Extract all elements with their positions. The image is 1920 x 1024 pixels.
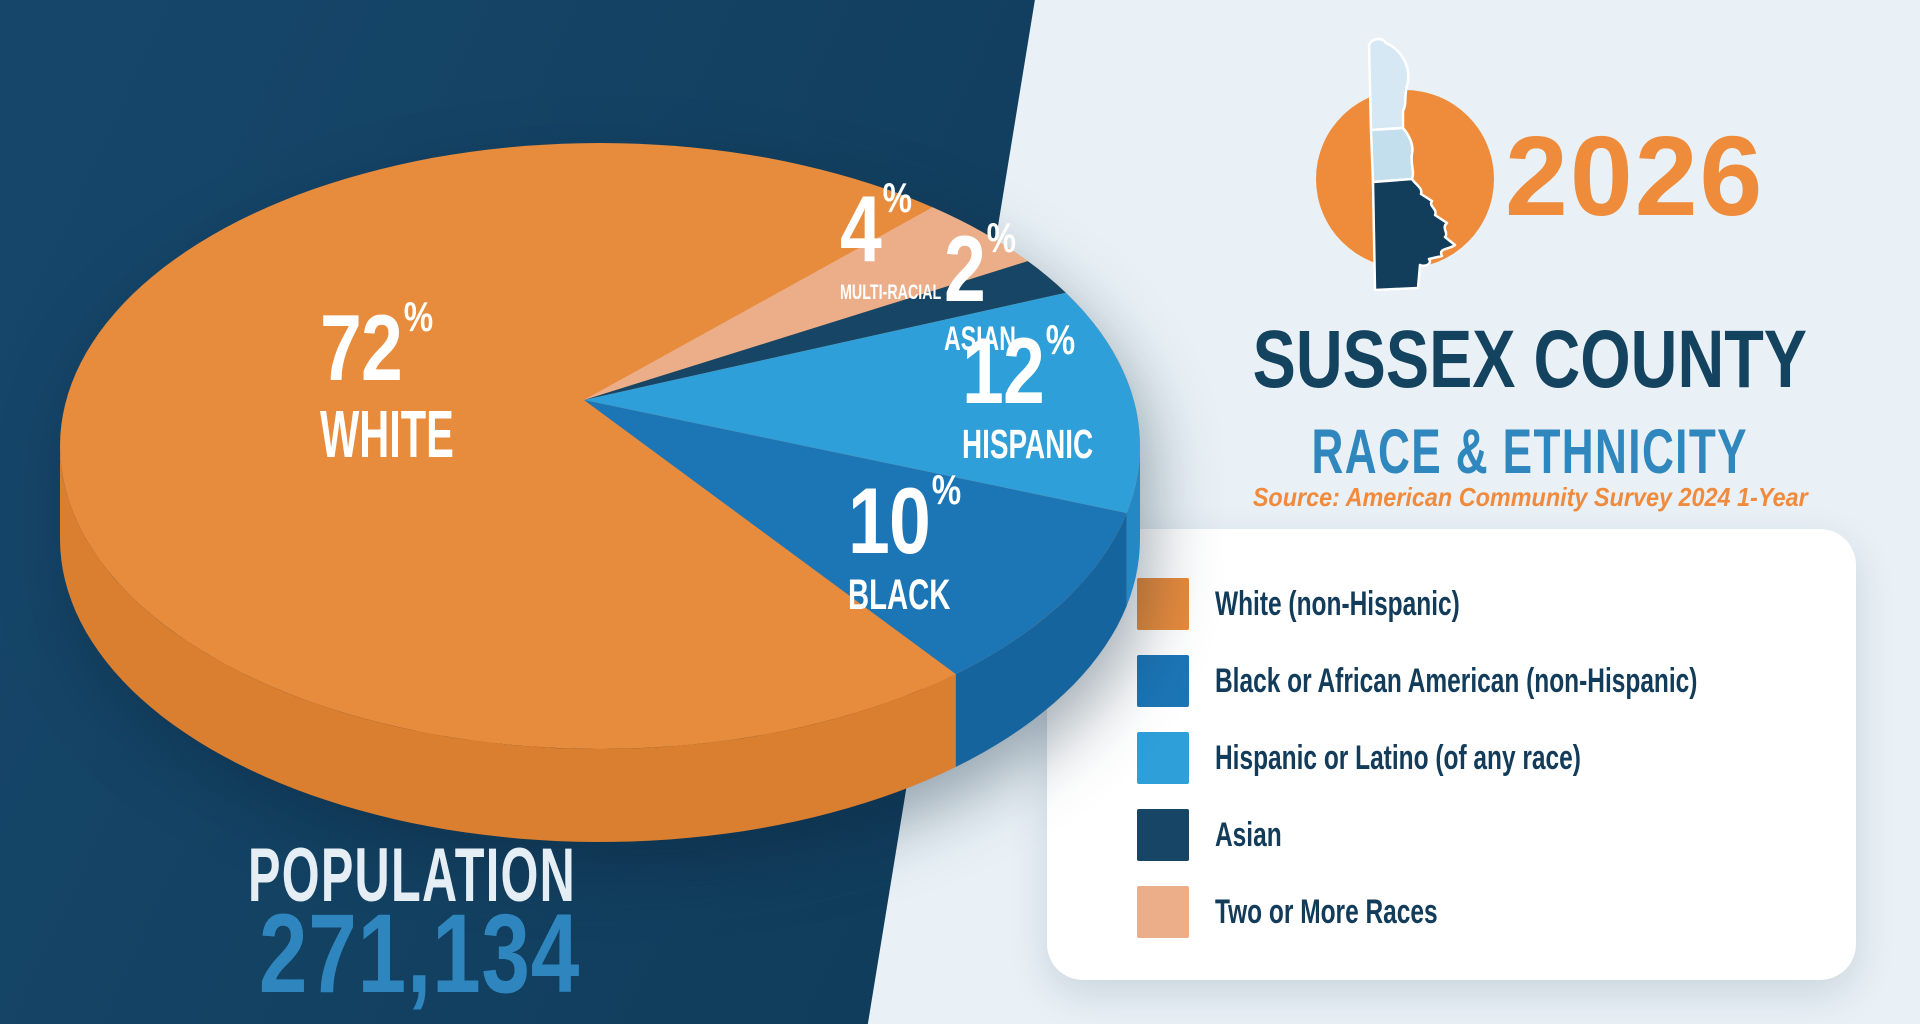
percent-sign: % [882, 175, 913, 222]
legend-card: White (non-Hispanic) Black or African Am… [1047, 529, 1856, 980]
page-title: SUSSEX COUNTY [1252, 314, 1808, 405]
population-label: POPULATION [248, 833, 577, 918]
pie-value-hispanic: 12 [962, 318, 1045, 423]
percent-sign: % [986, 215, 1017, 262]
percent-sign: % [931, 467, 962, 514]
pie-value-asian: 2 [944, 216, 986, 321]
pie-label-white: 72% WHITE [320, 295, 536, 468]
logo-county-sussex [1371, 177, 1457, 292]
pie-label-multiracial: 4% MULTI-RACIAL [840, 176, 989, 303]
legend-swatch-multiracial [1137, 886, 1189, 938]
pie-value-white: 72 [320, 295, 403, 400]
pie-slice-multiracial [584, 207, 1028, 400]
page-subtitle: RACE & ETHNICITY [1311, 417, 1749, 487]
legend-item-white: White (non-Hispanic) [1137, 578, 1856, 630]
percent-sign: % [1045, 317, 1076, 364]
pie-value-black: 10 [848, 468, 931, 573]
population-block: POPULATION 271,134 [248, 838, 761, 1010]
pie-word-hispanic: HISPANIC [962, 421, 1094, 467]
pie-word-multiracial: MULTI-RACIAL [840, 281, 942, 304]
legend-item-asian: Asian [1137, 809, 1856, 861]
legend-label-black: Black or African American (non-Hispanic) [1215, 662, 1698, 700]
legend-item-hispanic: Hispanic or Latino (of any race) [1137, 732, 1856, 784]
pie-slice-black [584, 400, 1127, 674]
legend-item-multiracial: Two or More Races [1137, 886, 1856, 938]
pie-label-hispanic: 12% HISPANIC [962, 318, 1155, 465]
pie-slice-asian [584, 261, 1066, 400]
year-label: 2026 [1505, 113, 1765, 239]
legend-swatch-hispanic [1137, 732, 1189, 784]
legend-label-multiracial: Two or More Races [1215, 893, 1438, 931]
pie-value-multiracial: 4 [840, 176, 882, 281]
legend-label-asian: Asian [1215, 816, 1282, 854]
pie-label-black: 10% BLACK [848, 468, 998, 617]
percent-sign: % [403, 294, 434, 341]
pie-word-black: BLACK [848, 571, 951, 619]
pie-slice-hispanic [584, 292, 1140, 514]
legend-swatch-white [1137, 578, 1189, 630]
legend-swatch-black [1137, 655, 1189, 707]
pie-word-white: WHITE [320, 397, 454, 472]
legend-label-hispanic: Hispanic or Latino (of any race) [1215, 739, 1581, 777]
source-note: Source: American Community Survey 2024 1… [1252, 482, 1808, 512]
pie-side-hispanic [1126, 446, 1140, 607]
pie-side-black [955, 513, 1127, 767]
pie-side-white [60, 446, 956, 842]
logo-county-new-castle [1367, 37, 1410, 132]
legend-item-black: Black or African American (non-Hispanic) [1137, 655, 1856, 707]
pie-word-asian: ASIAN [944, 320, 1016, 358]
pie-label-asian: 2% ASIAN [944, 216, 1050, 356]
legend-swatch-asian [1137, 809, 1189, 861]
logo-county-kent [1369, 126, 1415, 184]
population-value: 271,134 [258, 891, 581, 1016]
delaware-logo [1308, 36, 1500, 294]
legend-label-white: White (non-Hispanic) [1215, 585, 1460, 623]
